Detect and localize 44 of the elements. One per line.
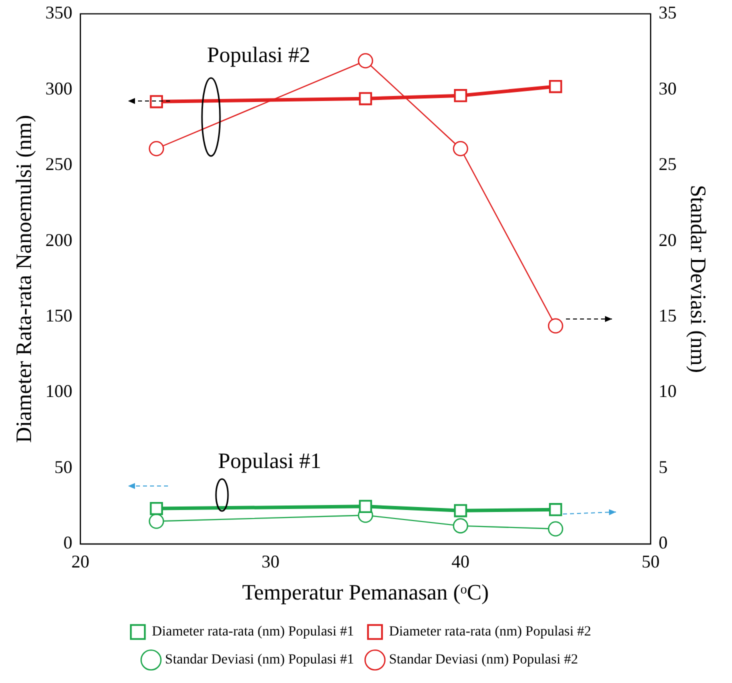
x-tick-label: 30: [261, 552, 280, 572]
annotation: Populasi #2: [207, 42, 310, 67]
point: [549, 80, 562, 94]
y2-tick-label: 0: [658, 532, 668, 553]
y-tick-label: 200: [45, 230, 72, 250]
point: [358, 92, 372, 106]
y2-tick-label: 20: [658, 230, 677, 250]
annotation: Populasi #1: [218, 448, 322, 473]
point: [150, 502, 163, 516]
y2-axis-title: Standar Deviasi (nm): [686, 184, 712, 373]
point: [148, 514, 164, 529]
point: [358, 500, 372, 513]
legend-label: Diameter rata-rata (nm) Populasi #1: [152, 624, 354, 640]
point: [548, 318, 564, 334]
legend-label: Standar Deviasi (nm) Populasi #2: [389, 652, 578, 668]
y-tick-label: 100: [45, 381, 72, 402]
point: [549, 503, 562, 516]
point: [148, 140, 164, 156]
point: [150, 95, 163, 108]
y-tick-label: 350: [45, 2, 72, 23]
x-tick-label: 50: [642, 552, 660, 572]
y2-tick-label: 15: [658, 306, 677, 326]
legend-label: Standar Deviasi (nm) Populasi #1: [165, 652, 354, 668]
x-tick-label: 20: [71, 552, 90, 572]
point: [548, 521, 564, 536]
point: [358, 53, 374, 68]
point: [452, 140, 468, 156]
y-axis-title: Diameter Rata-rata Nanoemulsi (nm): [10, 114, 36, 443]
y2-tick-label: 25: [658, 154, 677, 174]
y2-tick-label: 5: [658, 456, 668, 477]
y2-tick-label: 30: [658, 78, 677, 98]
point: [454, 89, 468, 102]
y-tick-label: 50: [54, 456, 72, 477]
x-tick-label: 40: [452, 552, 470, 572]
point: [454, 504, 468, 518]
legend-label: Diameter rata-rata (nm) Populasi #2: [389, 624, 592, 640]
y-tick-label: 300: [45, 78, 72, 98]
y-tick-label: 150: [45, 306, 72, 326]
point: [452, 518, 468, 534]
y2-tick-label: 10: [658, 381, 677, 402]
y-tick-label: 0: [63, 532, 72, 553]
y2-tick-label: 35: [658, 2, 677, 23]
x-axis-title: Temperatur Pemanasan (ᵒC): [242, 580, 489, 605]
y-tick-label: 250: [45, 154, 72, 174]
